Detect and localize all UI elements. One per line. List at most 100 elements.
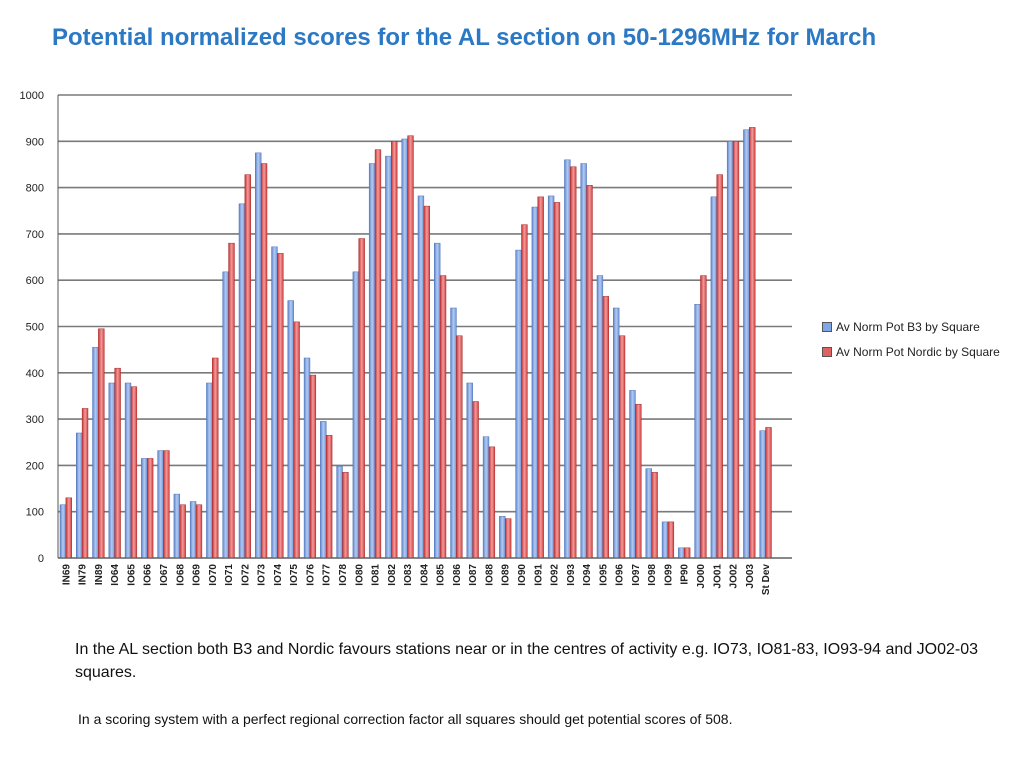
bar-b3-jo03 xyxy=(743,129,750,559)
x-tick-label: IO77 xyxy=(322,564,333,586)
x-tick-label: IO94 xyxy=(582,564,593,586)
bar-nordic-io83 xyxy=(407,135,414,559)
bar-nordic-io93 xyxy=(570,166,577,559)
x-tick-label: IO90 xyxy=(517,564,528,586)
bar-nordic-io86 xyxy=(456,335,463,559)
x-tick-label: IO98 xyxy=(647,564,658,586)
y-tick-label: 900 xyxy=(26,136,44,148)
x-tick-label: IO92 xyxy=(550,564,561,586)
bar-b3-jo01 xyxy=(710,196,718,559)
bar-nordic-io64 xyxy=(114,367,121,559)
y-tick-label: 200 xyxy=(26,460,44,472)
bar-b3-ip90 xyxy=(678,547,685,559)
bar-nordic-io69 xyxy=(195,504,203,559)
x-tick-label: IN79 xyxy=(78,564,89,586)
bar-b3-st-dev xyxy=(759,430,766,559)
bar-b3-io99 xyxy=(661,521,669,559)
bar-nordic-io91 xyxy=(537,196,544,559)
bar-b3-io84 xyxy=(417,195,425,559)
x-tick-label: IO67 xyxy=(159,564,170,586)
bar-nordic-io66 xyxy=(146,458,154,559)
bar-b3-io77 xyxy=(320,421,327,559)
bar-nordic-io76 xyxy=(309,374,317,559)
bar-nordic-io72 xyxy=(244,174,251,559)
x-tick-label: IO81 xyxy=(371,564,382,586)
x-tick-label: IO71 xyxy=(224,564,235,586)
bar-nordic-io84 xyxy=(423,205,430,559)
bar-nordic-io99 xyxy=(667,521,675,559)
bar-b3-in69 xyxy=(59,504,67,559)
bar-nordic-io65 xyxy=(130,386,138,559)
bar-b3-io71 xyxy=(222,271,229,559)
legend-swatch-b3 xyxy=(822,322,832,332)
bar-b3-io76 xyxy=(303,357,311,559)
y-tick-label: 800 xyxy=(26,183,44,195)
bar-b3-io87 xyxy=(466,382,473,559)
x-tick-label: JO00 xyxy=(696,564,707,589)
bar-b3-io80 xyxy=(352,271,360,559)
x-tick-label: IO99 xyxy=(663,564,674,586)
bar-nordic-io82 xyxy=(391,141,398,559)
x-tick-label: IO91 xyxy=(533,564,544,586)
bar-nordic-io81 xyxy=(374,149,382,559)
bar-b3-io82 xyxy=(385,155,392,559)
bar-b3-in89 xyxy=(92,347,99,559)
bar-b3-in79 xyxy=(76,432,83,559)
x-tick-label: JO02 xyxy=(729,564,740,589)
legend-item-nordic: Av Norm Pot Nordic by Square xyxy=(822,345,1022,359)
bar-nordic-io90 xyxy=(521,224,528,559)
bar-b3-io98 xyxy=(645,468,652,559)
bar-nordic-io94 xyxy=(586,185,593,559)
note-centres-of-activity: In the AL section both B3 and Nordic fav… xyxy=(75,641,979,681)
bar-b3-io73 xyxy=(255,152,262,559)
bar-b3-io89 xyxy=(499,516,506,559)
bar-b3-io72 xyxy=(238,203,246,559)
bar-b3-io91 xyxy=(531,206,539,559)
bar-b3-io97 xyxy=(629,390,636,559)
bar-nordic-jo03 xyxy=(749,127,756,559)
bar-b3-io83 xyxy=(401,138,408,559)
bar-nordic-in79 xyxy=(81,408,89,559)
x-tick-label: IO96 xyxy=(615,564,626,586)
x-tick-label: IO86 xyxy=(452,564,463,586)
x-tick-label: St Dev xyxy=(761,564,772,596)
bar-nordic-io78 xyxy=(342,472,349,559)
bar-nordic-ip90 xyxy=(683,547,691,559)
y-tick-label: 700 xyxy=(26,229,44,241)
bar-b3-jo02 xyxy=(726,141,734,559)
legend-swatch-nordic xyxy=(822,347,832,357)
bar-nordic-io88 xyxy=(488,446,496,559)
bar-b3-io68 xyxy=(173,493,181,559)
bar-nordic-io80 xyxy=(358,238,365,559)
bar-b3-io93 xyxy=(564,159,571,559)
bar-b3-io64 xyxy=(108,382,115,559)
bar-b3-io94 xyxy=(580,163,587,559)
bar-b3-io88 xyxy=(482,436,490,559)
x-tick-label: IO65 xyxy=(126,564,137,586)
bar-nordic-jo02 xyxy=(732,141,740,559)
bar-chart: 0 100 200 300 400 500 600 700 800 900 1000 IN69 IN79… xyxy=(20,90,792,596)
x-tick-label: IO95 xyxy=(598,564,609,586)
x-tick-label: IO84 xyxy=(419,564,430,586)
bar-nordic-io96 xyxy=(618,335,626,559)
bar-b3-jo00 xyxy=(694,304,701,559)
y-tick-label: 1000 xyxy=(20,90,44,102)
bar-b3-io78 xyxy=(336,466,343,559)
bar-b3-io69 xyxy=(189,501,197,559)
x-tick-label: IO64 xyxy=(110,564,121,586)
x-tick-label: IO85 xyxy=(436,564,447,586)
bar-nordic-io95 xyxy=(602,296,609,559)
x-tick-label: IP90 xyxy=(680,564,691,585)
x-tick-label: IO69 xyxy=(192,564,203,586)
x-tick-label: IO66 xyxy=(143,564,154,586)
bar-b3-io92 xyxy=(547,195,555,559)
bar-nordic-io74 xyxy=(277,253,284,559)
bar-b3-io95 xyxy=(596,275,604,559)
bar-nordic-io67 xyxy=(163,450,170,559)
x-tick-label: IO93 xyxy=(566,564,577,586)
chart-title: Potential normalized scores for the AL s… xyxy=(52,24,877,51)
x-tick-label: IO72 xyxy=(240,564,251,586)
bar-nordic-jo01 xyxy=(716,174,723,559)
bar-nordic-io71 xyxy=(228,242,235,559)
bar-nordic-io92 xyxy=(553,202,561,559)
